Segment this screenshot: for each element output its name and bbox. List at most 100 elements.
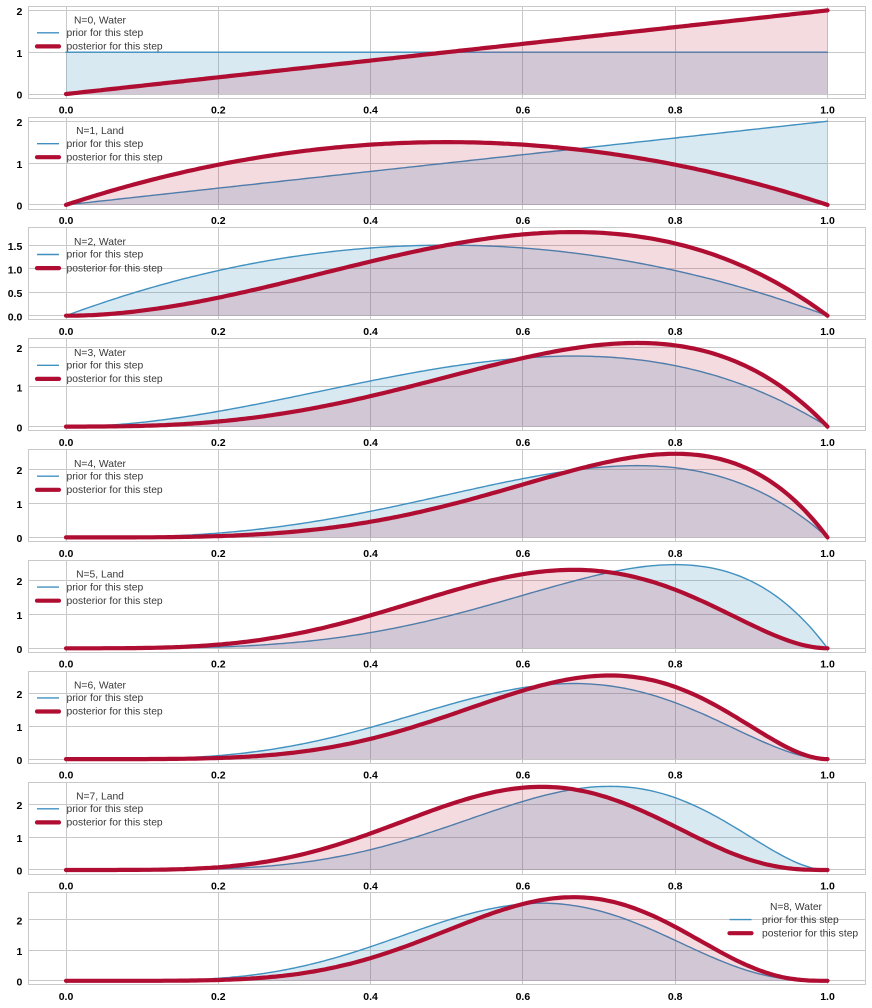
svg-text:0.4: 0.4 bbox=[363, 326, 378, 338]
svg-text:0.4: 0.4 bbox=[363, 215, 378, 227]
svg-text:N=1, Land: N=1, Land bbox=[76, 126, 124, 137]
svg-text:1: 1 bbox=[16, 159, 22, 171]
svg-text:0: 0 bbox=[16, 90, 22, 102]
svg-text:0.2: 0.2 bbox=[211, 215, 226, 227]
svg-text:0.8: 0.8 bbox=[668, 770, 683, 782]
svg-text:2: 2 bbox=[16, 6, 22, 18]
svg-text:0.0: 0.0 bbox=[59, 991, 74, 1003]
svg-text:0.0: 0.0 bbox=[59, 770, 74, 782]
svg-text:1.0: 1.0 bbox=[820, 991, 835, 1003]
svg-text:0.8: 0.8 bbox=[668, 880, 683, 892]
svg-text:0.2: 0.2 bbox=[211, 548, 226, 560]
svg-text:1.5: 1.5 bbox=[8, 241, 23, 253]
svg-text:1: 1 bbox=[16, 722, 22, 734]
svg-text:0.6: 0.6 bbox=[516, 437, 531, 449]
svg-text:0.4: 0.4 bbox=[363, 104, 378, 116]
svg-text:0.0: 0.0 bbox=[59, 215, 74, 227]
svg-text:prior for this step: prior for this step bbox=[67, 139, 144, 150]
svg-text:0.8: 0.8 bbox=[668, 437, 683, 449]
svg-text:0.8: 0.8 bbox=[668, 991, 683, 1003]
svg-text:0.6: 0.6 bbox=[516, 215, 531, 227]
svg-text:0: 0 bbox=[16, 644, 22, 656]
svg-text:N=6, Water: N=6, Water bbox=[74, 681, 127, 692]
svg-text:0.2: 0.2 bbox=[211, 991, 226, 1003]
svg-text:posterior for this step: posterior for this step bbox=[67, 374, 163, 385]
svg-text:1.0: 1.0 bbox=[820, 437, 835, 449]
svg-text:0.4: 0.4 bbox=[363, 880, 378, 892]
svg-text:posterior for this step: posterior for this step bbox=[67, 596, 163, 607]
svg-text:0.0: 0.0 bbox=[59, 104, 74, 116]
svg-text:prior for this step: prior for this step bbox=[67, 804, 144, 815]
svg-text:0.0: 0.0 bbox=[59, 880, 74, 892]
svg-text:0: 0 bbox=[16, 866, 22, 878]
svg-text:1: 1 bbox=[16, 833, 22, 845]
svg-text:N=0, Water: N=0, Water bbox=[74, 15, 127, 26]
svg-text:posterior for this step: posterior for this step bbox=[67, 42, 163, 53]
svg-text:1: 1 bbox=[16, 383, 22, 395]
svg-text:0.0: 0.0 bbox=[59, 326, 74, 338]
svg-text:0: 0 bbox=[16, 533, 22, 545]
svg-text:0.5: 0.5 bbox=[8, 288, 23, 300]
svg-text:0.2: 0.2 bbox=[211, 659, 226, 671]
svg-text:0.8: 0.8 bbox=[668, 326, 683, 338]
svg-text:N=7, Land: N=7, Land bbox=[76, 791, 124, 802]
svg-text:0.2: 0.2 bbox=[211, 880, 226, 892]
svg-text:0.6: 0.6 bbox=[516, 991, 531, 1003]
svg-text:prior for this step: prior for this step bbox=[67, 471, 144, 482]
svg-text:1: 1 bbox=[16, 499, 22, 511]
svg-text:0.6: 0.6 bbox=[516, 880, 531, 892]
svg-text:0: 0 bbox=[16, 201, 22, 213]
svg-text:0.2: 0.2 bbox=[211, 326, 226, 338]
svg-text:0: 0 bbox=[16, 755, 22, 767]
svg-text:0.4: 0.4 bbox=[363, 437, 378, 449]
svg-text:posterior for this step: posterior for this step bbox=[67, 152, 163, 163]
svg-text:N=4, Water: N=4, Water bbox=[74, 459, 127, 470]
svg-text:0.4: 0.4 bbox=[363, 770, 378, 782]
svg-text:1.0: 1.0 bbox=[820, 104, 835, 116]
svg-text:1.0: 1.0 bbox=[820, 326, 835, 338]
svg-text:0.8: 0.8 bbox=[668, 548, 683, 560]
svg-text:posterior for this step: posterior for this step bbox=[762, 928, 858, 939]
svg-text:posterior for this step: posterior for this step bbox=[67, 818, 163, 829]
svg-text:prior for this step: prior for this step bbox=[762, 915, 839, 926]
svg-text:posterior for this step: posterior for this step bbox=[67, 263, 163, 274]
svg-text:1.0: 1.0 bbox=[820, 215, 835, 227]
svg-text:1.0: 1.0 bbox=[820, 770, 835, 782]
svg-text:N=8, Water: N=8, Water bbox=[770, 902, 823, 913]
svg-text:1.0: 1.0 bbox=[820, 548, 835, 560]
svg-text:1.0: 1.0 bbox=[8, 264, 23, 276]
svg-text:0.6: 0.6 bbox=[516, 104, 531, 116]
svg-text:0.4: 0.4 bbox=[363, 659, 378, 671]
svg-text:0.0: 0.0 bbox=[59, 548, 74, 560]
svg-text:0.6: 0.6 bbox=[516, 770, 531, 782]
svg-text:2: 2 bbox=[16, 343, 22, 355]
svg-text:0.0: 0.0 bbox=[59, 437, 74, 449]
svg-text:posterior for this step: posterior for this step bbox=[67, 707, 163, 718]
svg-text:N=5, Land: N=5, Land bbox=[76, 570, 124, 581]
svg-text:0.8: 0.8 bbox=[668, 659, 683, 671]
svg-text:1: 1 bbox=[16, 946, 22, 958]
svg-text:0.8: 0.8 bbox=[668, 104, 683, 116]
svg-text:N=3, Water: N=3, Water bbox=[74, 348, 127, 359]
svg-text:prior for this step: prior for this step bbox=[67, 250, 144, 261]
svg-text:0: 0 bbox=[16, 977, 22, 989]
svg-text:1.0: 1.0 bbox=[820, 659, 835, 671]
svg-text:0.6: 0.6 bbox=[516, 326, 531, 338]
svg-text:posterior for this step: posterior for this step bbox=[67, 485, 163, 496]
svg-text:1: 1 bbox=[16, 610, 22, 622]
svg-text:0: 0 bbox=[16, 422, 22, 434]
svg-text:0.8: 0.8 bbox=[668, 215, 683, 227]
svg-text:2: 2 bbox=[16, 465, 22, 477]
svg-text:0.2: 0.2 bbox=[211, 104, 226, 116]
svg-text:2: 2 bbox=[16, 689, 22, 701]
svg-text:0.4: 0.4 bbox=[363, 991, 378, 1003]
svg-text:2: 2 bbox=[16, 576, 22, 588]
svg-text:prior for this step: prior for this step bbox=[67, 582, 144, 593]
svg-text:0.2: 0.2 bbox=[211, 437, 226, 449]
svg-text:0.0: 0.0 bbox=[59, 659, 74, 671]
svg-text:1.0: 1.0 bbox=[820, 880, 835, 892]
svg-text:prior for this step: prior for this step bbox=[67, 693, 144, 704]
svg-text:0.0: 0.0 bbox=[8, 311, 23, 323]
svg-text:0.4: 0.4 bbox=[363, 548, 378, 560]
svg-text:N=2, Water: N=2, Water bbox=[74, 237, 127, 248]
